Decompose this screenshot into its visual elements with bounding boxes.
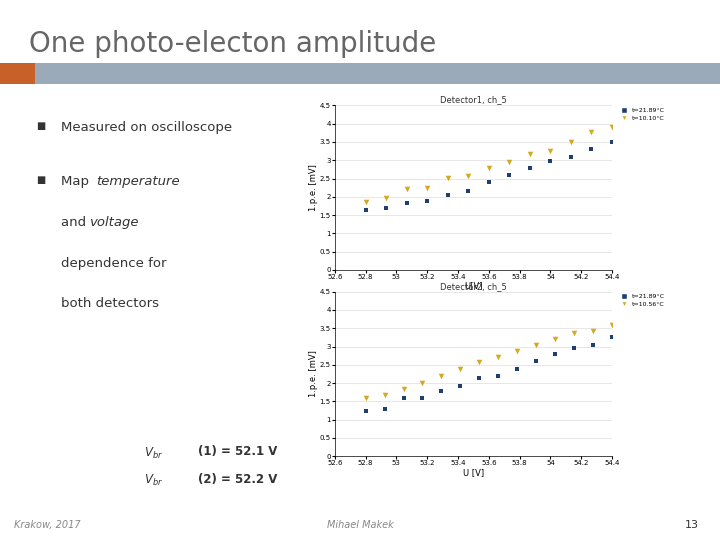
Point xyxy=(417,379,428,387)
Text: voltage: voltage xyxy=(89,216,138,229)
Point xyxy=(511,347,523,355)
Point xyxy=(492,353,504,362)
Legend: t=21.89°C, t=10.10°C: t=21.89°C, t=10.10°C xyxy=(615,105,667,124)
Point xyxy=(397,394,409,402)
Y-axis label: 1.p.e. [mV]: 1.p.e. [mV] xyxy=(309,350,318,397)
X-axis label: U [V]: U [V] xyxy=(463,468,484,477)
Point xyxy=(606,123,618,132)
Legend: t=21.89°C, t=10.56°C: t=21.89°C, t=10.56°C xyxy=(615,292,667,310)
Point xyxy=(454,382,466,390)
Point xyxy=(565,138,577,146)
Point xyxy=(544,157,556,166)
Point xyxy=(417,394,428,402)
Title: Detector1, ch_5: Detector1, ch_5 xyxy=(440,96,507,105)
Point xyxy=(421,197,433,206)
Text: (2) = 52.2 V: (2) = 52.2 V xyxy=(198,472,277,485)
Title: Detector2, ch_5: Detector2, ch_5 xyxy=(440,282,507,291)
Text: $V_{br}$: $V_{br}$ xyxy=(144,446,163,461)
X-axis label: U[V]: U[V] xyxy=(464,281,482,291)
Point xyxy=(462,171,474,180)
Point xyxy=(568,344,580,353)
Text: $V_{br}$: $V_{br}$ xyxy=(144,472,163,488)
Y-axis label: 1.p.e. [mV]: 1.p.e. [mV] xyxy=(309,164,318,211)
Text: Krakow, 2017: Krakow, 2017 xyxy=(14,520,81,530)
Point xyxy=(421,183,433,192)
Point xyxy=(380,193,392,202)
Point xyxy=(565,152,577,161)
Text: temperature: temperature xyxy=(96,176,179,188)
Point xyxy=(585,145,597,153)
Point xyxy=(549,349,561,358)
Text: Map: Map xyxy=(61,176,94,188)
Bar xyxy=(0,63,720,84)
Point xyxy=(380,204,392,212)
Point xyxy=(531,357,542,366)
Point xyxy=(606,321,618,329)
Point xyxy=(503,171,515,179)
Point xyxy=(531,340,542,349)
Text: dependence for: dependence for xyxy=(61,256,167,269)
Text: both detectors: both detectors xyxy=(61,297,159,310)
Point xyxy=(379,390,390,399)
Point xyxy=(511,365,523,374)
Point xyxy=(360,205,372,214)
Point xyxy=(524,164,536,173)
Point xyxy=(585,127,597,136)
Point xyxy=(401,185,413,194)
Point xyxy=(483,164,495,173)
Point xyxy=(454,365,466,374)
Point xyxy=(588,327,599,335)
Point xyxy=(401,199,413,208)
Point xyxy=(436,387,447,395)
Point xyxy=(492,372,504,380)
Point xyxy=(360,198,372,207)
Point xyxy=(462,187,474,195)
Text: and: and xyxy=(61,216,91,229)
Point xyxy=(474,373,485,382)
Point xyxy=(483,178,495,186)
Text: 13: 13 xyxy=(685,520,698,530)
Point xyxy=(606,333,618,342)
Point xyxy=(379,404,390,413)
Point xyxy=(360,406,372,415)
Text: Measured on oscilloscope: Measured on oscilloscope xyxy=(61,122,233,134)
Point xyxy=(474,357,485,366)
Point xyxy=(588,340,599,349)
Point xyxy=(397,384,409,393)
Point xyxy=(436,372,447,380)
Point xyxy=(568,328,580,337)
Point xyxy=(544,147,556,156)
Point xyxy=(524,149,536,158)
Text: ■: ■ xyxy=(36,122,45,132)
Point xyxy=(606,138,618,146)
Point xyxy=(503,158,515,166)
Point xyxy=(442,191,454,199)
Bar xyxy=(0,63,35,84)
Point xyxy=(360,394,372,403)
Text: Mihael Makek: Mihael Makek xyxy=(327,520,393,530)
Point xyxy=(549,335,561,343)
Text: ■: ■ xyxy=(36,176,45,186)
Text: (1) = 52.1 V: (1) = 52.1 V xyxy=(198,446,277,458)
Text: One photo-electon amplitude: One photo-electon amplitude xyxy=(29,30,436,58)
Point xyxy=(442,173,454,182)
